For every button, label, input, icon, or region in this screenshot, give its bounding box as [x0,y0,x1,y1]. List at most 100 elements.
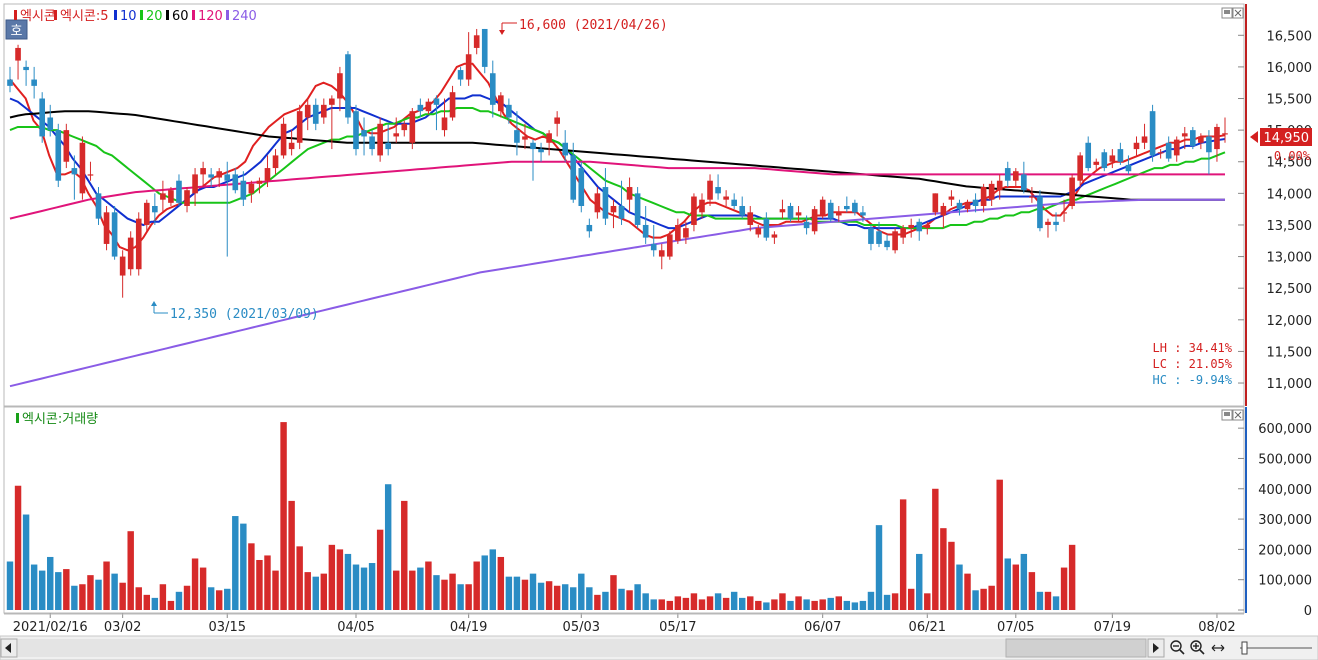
candle-body [562,142,569,156]
candle [127,231,134,276]
volume-bar [103,561,110,610]
volume-bar [409,570,416,610]
volume-bar [63,569,70,610]
candle [956,199,963,216]
candle-body [602,187,609,219]
candle [699,193,705,219]
candle-body [353,111,359,150]
candle-body [1045,221,1051,225]
volume-bar [1052,596,1060,610]
candle [1053,212,1059,232]
fit-all-button[interactable] [1211,644,1225,652]
candle [152,193,158,225]
volume-bar [111,573,118,610]
volume-bar [433,575,440,610]
candle-body [514,130,520,143]
candle-body [868,228,874,244]
volume-bar [835,596,842,610]
quote-badge-text: 호 [11,24,23,39]
volume-bar [650,599,657,610]
candle-body [948,196,955,200]
candle [996,174,1003,200]
zoom-in-button[interactable] [1190,640,1205,655]
volume-panel-maximize-button[interactable] [1221,409,1233,421]
volume-bar [47,556,54,610]
price-panel-maximize-button[interactable] [1221,7,1233,19]
candle-body [449,92,456,118]
candle [988,180,995,206]
scrollbar-track[interactable] [18,639,1146,657]
candle [835,206,842,222]
legend-label-1: 엑시콘:5 [60,9,109,24]
candle [312,98,319,131]
current-change-value: 0.00% [1274,149,1311,163]
date-tick-label: 2021/02/16 [13,620,88,635]
candle-body [932,193,939,213]
candle-body [433,98,440,105]
candle [1133,136,1140,156]
volume-bar [513,576,521,610]
volume-axis: 0 100,000 200,000 300,000 400,000 500,000 600,… [1238,422,1312,619]
volume-bar [473,561,480,610]
legend-swatch-4 [166,10,169,20]
candle [972,193,979,213]
candle-body [47,117,54,131]
volume-bar [795,596,802,610]
volume-bar [771,599,778,610]
candle-body [1214,126,1220,150]
price-panel-close-button[interactable] [1232,7,1244,19]
candle [514,111,520,156]
volume-bar [899,499,907,610]
volume-bar [690,593,698,610]
scroll-left-button[interactable] [0,638,18,658]
volume-bar [618,588,625,610]
scrollbar-thumb[interactable] [1005,638,1147,658]
zoom-slider[interactable] [1240,641,1312,655]
candle [457,66,464,86]
candle-body [699,199,705,213]
volume-panel-close-button[interactable] [1232,409,1244,421]
candle-body [272,155,279,169]
candle [530,139,536,181]
volume-bar [22,514,30,610]
candle [1101,149,1108,172]
volume-bar [570,587,577,610]
candle-body [811,209,818,232]
candle-body [1181,133,1188,137]
candle [449,85,456,121]
volume-bar [875,525,883,610]
candle-body [578,168,585,206]
volume-bar [55,572,62,610]
candle [377,117,383,162]
volume-bar [417,567,424,610]
legend-swatch-2 [114,10,117,20]
candle [71,155,78,200]
candle [650,224,657,257]
volume-bar [167,600,175,610]
candle-body [876,231,882,244]
zoom-slider-handle[interactable] [1241,641,1248,655]
horizontal-scrollbar[interactable] [0,635,1318,660]
candle [715,174,721,200]
candle-body [1029,196,1035,198]
candle-body [618,206,625,219]
volume-bar [924,593,931,610]
scroll-right-button[interactable] [1147,638,1165,658]
volume-bar [722,597,730,610]
zoom-out-button[interactable] [1170,640,1185,655]
volume-bar [594,594,601,610]
candle [192,168,198,206]
candle-body [956,202,963,210]
candle [433,95,440,131]
volume-bar [1012,564,1020,610]
candle [916,218,923,241]
candle-body [208,174,214,178]
date-tick-label: 04/19 [450,620,487,635]
volume-bar [336,549,344,610]
candle-body [200,168,206,175]
candle-body [1133,142,1140,150]
volume-bar [71,585,78,610]
volume-bar [948,541,955,610]
candle [288,130,295,156]
candle [1222,117,1228,143]
